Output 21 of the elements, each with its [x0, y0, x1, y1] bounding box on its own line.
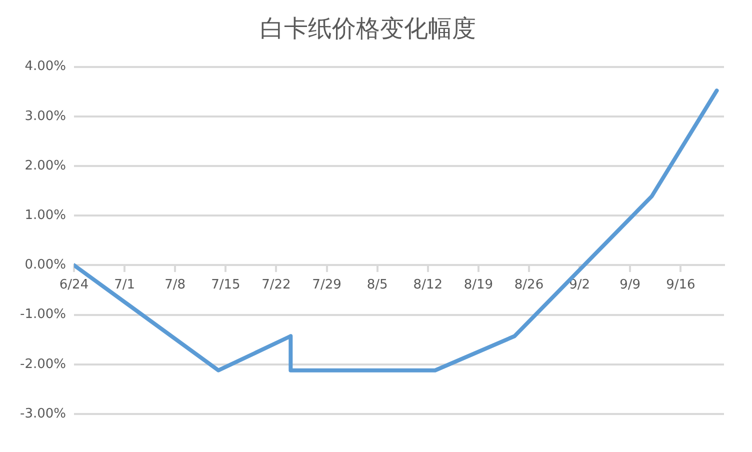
y-tick-label: -2.00%: [20, 356, 66, 372]
y-tick-label: -1.00%: [20, 307, 66, 322]
x-tick-label: 8/12: [413, 277, 442, 292]
x-tick-label: 7/8: [164, 277, 186, 292]
y-tick-label: 4.00%: [24, 59, 66, 74]
y-tick-label: 2.00%: [24, 158, 66, 174]
y-tick-label: 0.00%: [24, 258, 66, 273]
x-tick-label: 6/24: [59, 277, 89, 292]
x-tick-label: 8/5: [366, 277, 388, 292]
x-tick-label: 8/19: [464, 277, 494, 292]
x-tick-label: 9/9: [620, 277, 641, 292]
y-tick-label: 1.00%: [24, 208, 66, 223]
x-tick-label: 7/29: [312, 277, 342, 292]
y-tick-label: -3.00%: [20, 406, 66, 422]
chart-title: 白卡纸价格变化幅度: [260, 14, 476, 43]
x-tick-label: 7/15: [211, 277, 240, 292]
x-tick-label: 7/1: [114, 277, 136, 292]
x-tick-label: 9/16: [666, 277, 696, 292]
y-tick-label: 3.00%: [24, 108, 66, 124]
x-tick-label: 8/26: [514, 277, 544, 292]
x-tick-label: 7/22: [262, 277, 291, 292]
